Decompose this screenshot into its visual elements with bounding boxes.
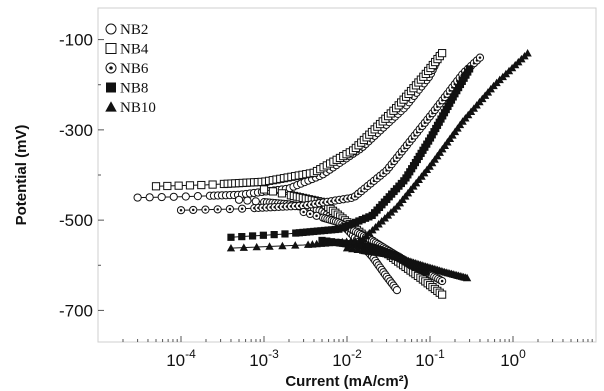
- data-point: [105, 101, 117, 112]
- x-tick-exponent: -1: [434, 347, 445, 361]
- data-point: [392, 285, 402, 295]
- data-point: [226, 243, 236, 252]
- data-point: [523, 48, 532, 57]
- legend-item-nb4: NB4: [105, 42, 149, 58]
- data-point-dot: [302, 210, 305, 214]
- x-tick-exponent: -4: [185, 347, 196, 361]
- data-point-dot: [440, 279, 444, 283]
- data-point: [277, 189, 287, 198]
- data-point: [174, 181, 183, 190]
- y-tick-label: -500: [59, 211, 93, 230]
- legend-label: NB10: [120, 100, 156, 116]
- anodic-branch-line: [230, 52, 528, 249]
- data-point: [248, 232, 257, 240]
- anodic-branch-line: [155, 52, 443, 187]
- series-layer: [133, 48, 532, 299]
- data-point-dot: [216, 208, 219, 211]
- y-axis: -100 -300 -500 -700: [59, 31, 104, 320]
- data-point: [145, 193, 154, 202]
- data-point: [438, 290, 447, 299]
- x-tick-label: 10-2: [332, 347, 362, 370]
- data-point-dot: [179, 208, 183, 212]
- data-point: [157, 192, 166, 202]
- y-axis-title: Potential (mV): [13, 125, 30, 226]
- data-point: [353, 245, 362, 254]
- data-point: [342, 243, 352, 252]
- data-point: [105, 43, 117, 54]
- data-point-dot: [315, 214, 318, 218]
- data-point: [270, 230, 278, 239]
- y-tick-label: -700: [59, 301, 93, 320]
- x-tick-exponent: 0: [519, 347, 526, 361]
- data-point: [281, 230, 289, 238]
- data-point: [323, 237, 331, 245]
- x-tick-exponent: -2: [351, 347, 362, 361]
- data-point: [268, 187, 278, 196]
- data-point: [291, 241, 300, 249]
- x-tick-label: 10-4: [166, 347, 196, 370]
- data-point: [259, 231, 267, 239]
- data-point: [252, 242, 261, 251]
- y-tick-label: -300: [59, 121, 93, 140]
- x-axis: 10-4 10-3 10-2 10-1 100: [122, 336, 593, 370]
- data-point: [265, 242, 274, 250]
- data-point: [466, 65, 474, 73]
- data-point-dot: [228, 207, 232, 211]
- data-point: [105, 23, 117, 35]
- data-point-dot: [240, 207, 244, 210]
- data-point: [163, 181, 172, 191]
- x-tick-label: 10-1: [415, 347, 445, 370]
- legend: NB2 NB4 NB6 NB8 NB10: [105, 22, 156, 116]
- data-point: [318, 236, 326, 245]
- data-point: [462, 273, 472, 282]
- data-point: [151, 182, 161, 191]
- data-point: [422, 268, 430, 276]
- data-point: [259, 185, 269, 194]
- data-point: [181, 192, 190, 201]
- x-tick-exponent: -3: [268, 347, 279, 361]
- data-point: [238, 233, 246, 241]
- data-point-dot: [308, 212, 312, 216]
- data-point: [243, 196, 252, 205]
- data-point: [106, 82, 116, 93]
- data-point-dot: [204, 208, 207, 211]
- data-point: [278, 241, 287, 250]
- data-point: [227, 233, 235, 241]
- legend-label: NB4: [120, 42, 149, 58]
- legend-label: NB8: [120, 81, 148, 97]
- legend-item-nb2: NB2: [105, 22, 148, 38]
- data-point: [348, 244, 357, 253]
- data-point: [239, 243, 248, 251]
- legend-item-nb8: NB8: [106, 81, 148, 97]
- x-axis-title: Current (mA/cm²): [285, 373, 408, 390]
- y-tick-label: -100: [59, 31, 93, 50]
- data-point: [234, 195, 244, 204]
- data-point-dot: [191, 208, 195, 212]
- data-point-dot: [109, 66, 113, 70]
- data-point-dot: [478, 56, 482, 59]
- data-point: [438, 49, 447, 58]
- data-point: [208, 180, 217, 189]
- legend-label: NB2: [120, 22, 148, 38]
- x-tick-label: 10-3: [249, 347, 279, 370]
- data-point: [133, 193, 142, 202]
- data-point: [197, 180, 206, 190]
- legend-item-nb6: NB6: [105, 61, 149, 77]
- x-tick-label: 100: [500, 347, 526, 370]
- legend-item-nb10: NB10: [105, 100, 156, 116]
- legend-label: NB6: [120, 61, 149, 77]
- series-nb10: [226, 48, 532, 282]
- data-point: [185, 181, 195, 190]
- data-point: [193, 192, 202, 201]
- data-point: [169, 192, 178, 201]
- data-point: [327, 238, 336, 246]
